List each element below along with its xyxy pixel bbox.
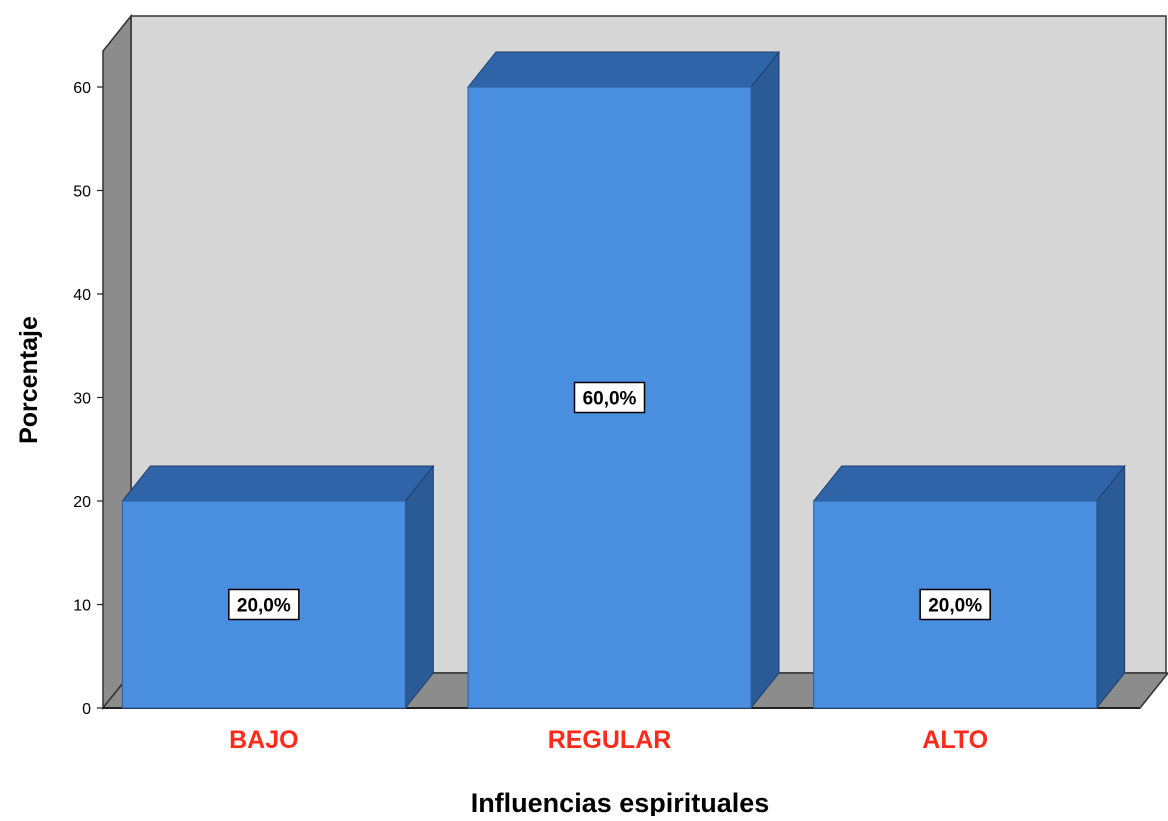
bar-side bbox=[1096, 464, 1126, 710]
data-label: 20,0% bbox=[237, 596, 291, 617]
bar-regular bbox=[466, 50, 781, 710]
x-axis-categories: BAJO REGULAR ALTO bbox=[229, 726, 988, 754]
x-category-label: REGULAR bbox=[548, 726, 672, 754]
data-label: 20,0% bbox=[928, 596, 982, 617]
data-label-box bbox=[573, 381, 646, 414]
y-tick-label: 10 bbox=[73, 598, 91, 615]
y-axis-ticks: 0 10 20 30 40 50 60 bbox=[73, 80, 103, 718]
y-tick-label: 60 bbox=[73, 80, 91, 97]
y-tick-label: 30 bbox=[73, 391, 91, 408]
y-tick-label: 40 bbox=[73, 287, 91, 304]
data-label-box bbox=[919, 588, 991, 621]
x-axis-title: Influencias espirituales bbox=[471, 788, 770, 816]
bar-alto bbox=[812, 464, 1126, 710]
bar-top bbox=[466, 51, 781, 88]
bar-side bbox=[750, 50, 780, 710]
y-tick-label: 50 bbox=[73, 184, 91, 201]
bar-top bbox=[812, 465, 1126, 502]
data-labels: 20,0% 60,0% 20,0% bbox=[228, 381, 991, 621]
bar-side bbox=[404, 464, 434, 710]
x-category-label: ALTO bbox=[922, 726, 988, 754]
x-category-label: BAJO bbox=[229, 726, 298, 754]
y-axis-title: Porcentaje bbox=[15, 316, 43, 444]
y-tick-label: 0 bbox=[82, 701, 91, 718]
y-tick-label: 20 bbox=[73, 494, 91, 511]
bar-top bbox=[121, 465, 435, 502]
bars bbox=[121, 50, 1126, 710]
bar-bajo bbox=[121, 464, 435, 710]
data-label-box bbox=[228, 588, 300, 621]
data-label: 60,0% bbox=[583, 389, 637, 410]
